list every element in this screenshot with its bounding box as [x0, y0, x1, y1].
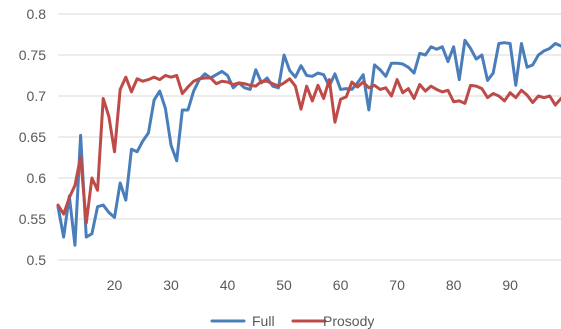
y-tick-label: 0.75: [19, 47, 46, 63]
y-tick-label: 0.55: [19, 211, 46, 227]
x-tick-label: 20: [107, 277, 123, 293]
y-tick-label: 0.65: [19, 129, 46, 145]
gridlines: [58, 13, 561, 261]
series-line-prosody: [56, 74, 561, 225]
x-tick-label: 60: [333, 277, 349, 293]
y-tick-label: 0.8: [27, 6, 47, 22]
legend-label-full: Full: [252, 313, 275, 329]
series-line-full: [56, 38, 561, 247]
x-tick-label: 40: [220, 277, 236, 293]
y-tick-label: 0.5: [27, 252, 47, 268]
x-tick-label: 90: [502, 277, 518, 293]
series-lines: [56, 38, 561, 247]
y-tick-label: 0.6: [27, 170, 47, 186]
legend-label-prosody: Prosody: [323, 313, 374, 329]
x-tick-label: 70: [389, 277, 405, 293]
x-axis-ticks: 20 30 40 50 60 70 80 90: [107, 277, 518, 293]
x-tick-label: 30: [163, 277, 179, 293]
y-tick-label: 0.7: [27, 88, 47, 104]
legend: Full Prosody: [210, 313, 374, 329]
x-tick-label: 50: [276, 277, 292, 293]
y-axis-ticks: 0.5 0.55 0.6 0.65 0.7 0.75 0.8: [19, 6, 46, 268]
x-tick-label: 80: [446, 277, 462, 293]
